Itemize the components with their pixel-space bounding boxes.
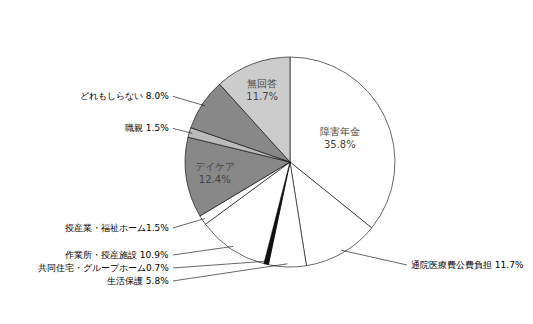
svg-text:作業所・授産施設 10.9%: 作業所・授産施設 10.9%	[64, 250, 169, 260]
svg-text:障害年金35.8%: 障害年金35.8%	[320, 126, 360, 150]
svg-text:共同住宅・グループホーム0.7%: 共同住宅・グループホーム0.7%	[38, 263, 169, 273]
svg-text:どれもしらない 8.0%: どれもしらない 8.0%	[80, 91, 169, 101]
svg-text:通院医療費公費負担 11.7%: 通院医療費公費負担 11.7%	[411, 260, 524, 270]
svg-text:無回答11.7%: 無回答11.7%	[246, 78, 278, 102]
svg-text:生活保護 5.8%: 生活保護 5.8%	[107, 276, 169, 286]
svg-text:授産業・福祉ホーム1.5%: 授産業・福祉ホーム1.5%	[65, 223, 169, 233]
svg-text:デイケア12.4%: デイケア12.4%	[195, 161, 235, 185]
svg-text:職親 1.5%: 職親 1.5%	[125, 123, 169, 133]
